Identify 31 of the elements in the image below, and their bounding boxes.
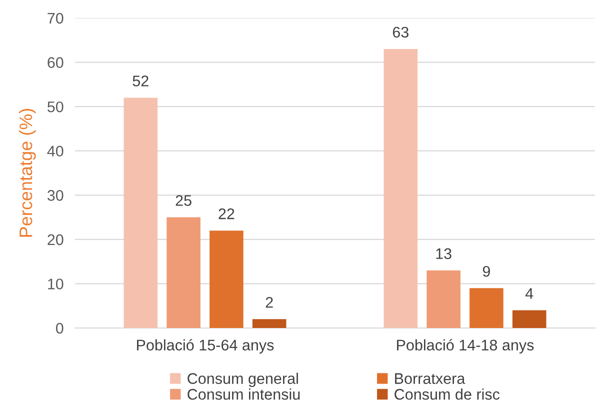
legend-label: Borratxera — [395, 373, 466, 384]
bar — [252, 319, 286, 328]
y-axis-title: Percentatge (%) — [18, 108, 36, 237]
bar — [470, 288, 504, 328]
data-label: 25 — [176, 195, 192, 206]
data-label: 13 — [436, 248, 452, 260]
bar — [166, 217, 200, 328]
data-label: 52 — [132, 76, 148, 86]
bar — [384, 49, 418, 328]
bar — [426, 270, 460, 328]
data-label: 2 — [266, 296, 273, 308]
y-tick-label: 60 — [48, 57, 64, 68]
data-label: 22 — [218, 208, 234, 220]
y-tick-label: 70 — [48, 12, 64, 24]
y-tick-label: 0 — [56, 322, 64, 334]
data-label: 4 — [525, 288, 534, 299]
y-tick-label: 30 — [47, 190, 64, 201]
legend-label: Consum intensiu — [188, 388, 300, 400]
y-tick-label: 20 — [48, 234, 64, 246]
x-tick-label: Població 15-64 anys — [137, 339, 274, 354]
bar — [512, 310, 546, 328]
y-tick-label: 40 — [47, 146, 64, 157]
y-tick-label: 10 — [48, 278, 64, 290]
data-label: 63 — [392, 26, 408, 38]
legend-label: Consum general — [188, 372, 298, 387]
legend-label: Consum de risc — [394, 388, 500, 400]
bar — [124, 98, 158, 328]
bar — [210, 230, 244, 328]
x-tick-label: Població 14-18 anys — [397, 339, 534, 354]
y-tick-label: 50 — [48, 101, 64, 112]
data-label: 9 — [482, 266, 490, 277]
